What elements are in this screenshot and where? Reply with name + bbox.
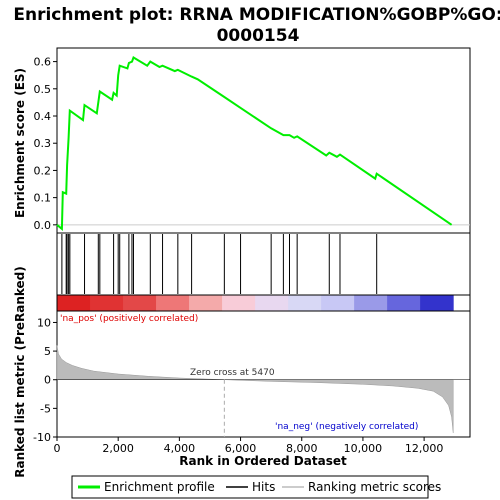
heatmap-segment <box>288 295 322 311</box>
es-y-tick-label: 0.0 <box>34 219 52 232</box>
es-y-tick-label: 0.1 <box>34 192 52 205</box>
hits-panel-frame <box>56 232 471 296</box>
heatmap-segment <box>156 295 190 311</box>
heatmap-segment <box>189 295 223 311</box>
negative-label: 'na_neg' (negatively correlated) <box>275 422 418 432</box>
x-tick-label: 6,000 <box>225 442 257 455</box>
heatmap-segment <box>387 295 421 311</box>
ranking-heatmap-strip <box>57 295 454 311</box>
es-y-tick-label: 0.6 <box>34 56 52 69</box>
heatmap-segment <box>321 295 355 311</box>
legend-metric-label: Ranking metric scores <box>308 480 441 494</box>
es-y-tick-label: 0.2 <box>34 164 52 177</box>
es-y-axis: 0.0 0.1 0.2 0.3 0.4 0.5 0.6 <box>34 56 57 232</box>
heatmap-segment <box>255 295 289 311</box>
metric-y-axis: 10 5 0 -5 -10 <box>33 316 57 444</box>
es-y-axis-label: Enrichment score (ES) <box>13 68 27 218</box>
chart-title-line1: Enrichment plot: RRNA MODIFICATION%GOBP%… <box>13 5 500 25</box>
zero-cross-label: Zero cross at 5470 <box>190 368 275 378</box>
es-y-tick-label: 0.4 <box>34 110 52 123</box>
x-tick-label: 0 <box>54 442 61 455</box>
metric-y-tick-label: -10 <box>33 431 51 444</box>
x-tick-label: 2,000 <box>102 442 134 455</box>
x-axis-label: Rank in Ordered Dataset <box>179 454 347 468</box>
heatmap-segment <box>420 295 454 311</box>
legend-hits-label: Hits <box>252 480 275 494</box>
ranking-metric-area <box>56 345 454 434</box>
x-tick-label: 4,000 <box>164 442 196 455</box>
x-axis: 0 2,000 4,000 6,000 8,000 10,000 12,000 <box>54 437 444 455</box>
heatmap-segment <box>57 295 91 311</box>
legend-enrichment-label: Enrichment profile <box>104 480 215 494</box>
x-tick-label: 8,000 <box>286 442 318 455</box>
es-panel-frame <box>56 47 471 234</box>
metric-y-tick-label: 5 <box>44 345 51 358</box>
metric-y-axis-label: Ranked list metric (PreRanked) <box>13 266 27 478</box>
chart-title-line2: 0000154 <box>217 26 300 46</box>
es-y-tick-label: 0.5 <box>34 83 52 96</box>
es-y-tick-label: 0.3 <box>34 137 52 150</box>
positive-label: 'na_pos' (positively correlated) <box>60 314 198 324</box>
metric-y-tick-label: 10 <box>37 316 51 329</box>
metric-y-tick-label: -5 <box>40 402 51 415</box>
heatmap-segment <box>222 295 256 311</box>
hits-marks <box>61 234 378 294</box>
heatmap-segment <box>123 295 157 311</box>
heatmap-segment <box>354 295 388 311</box>
x-tick-label: 12,000 <box>405 442 444 455</box>
enrichment-profile-line <box>56 56 453 231</box>
legend-box <box>71 475 429 499</box>
x-tick-label: 10,000 <box>344 442 383 455</box>
metric-y-tick-label: 0 <box>44 374 51 387</box>
heatmap-segment <box>90 295 124 311</box>
